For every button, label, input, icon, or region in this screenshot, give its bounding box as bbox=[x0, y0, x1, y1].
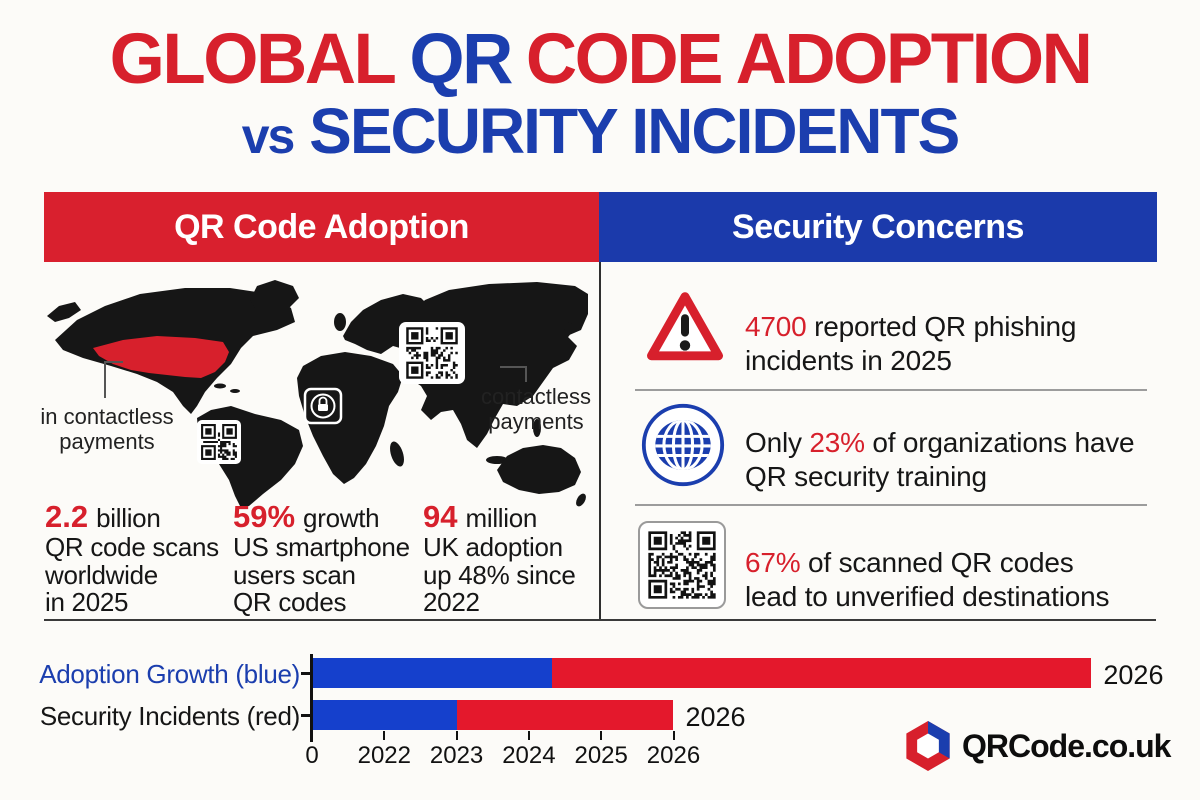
qr-code-icon bbox=[406, 327, 458, 379]
stat-unit: billion bbox=[96, 503, 161, 533]
bar-segment-red bbox=[456, 700, 674, 730]
section-divider bbox=[635, 504, 1147, 506]
bar-row-label: Adoption Growth (blue) bbox=[39, 659, 300, 689]
security-item-destinations: 67% of scanned QR codes lead to unverifie… bbox=[745, 546, 1165, 614]
qr-adoption-header: QR Code Adoption bbox=[44, 192, 599, 262]
callout-lines bbox=[104, 361, 527, 398]
stat-text: of organizations have bbox=[864, 427, 1135, 458]
stat-unit: million bbox=[465, 503, 538, 533]
x-tick-label: 2024 bbox=[502, 742, 556, 769]
title-security-incidents: SECURITY INCIDENTS bbox=[309, 95, 960, 167]
warning-triangle-icon bbox=[647, 292, 723, 361]
brand-name: QRCode.co.uk bbox=[962, 727, 1171, 764]
title-seg-code-adoption: CODE ADOPTION bbox=[525, 20, 1093, 99]
stat-growth: 59% growth US smartphone users scan QR co… bbox=[233, 500, 421, 617]
stat-value: 94 bbox=[423, 499, 458, 534]
map-lock-icon bbox=[303, 387, 343, 425]
stat-line: QR codes bbox=[233, 587, 347, 617]
x-tick-label: 2023 bbox=[429, 742, 484, 769]
stat-text: incidents in 2025 bbox=[745, 345, 952, 376]
stat-line: US smartphone bbox=[233, 532, 410, 562]
security-concerns-header: Security Concerns bbox=[599, 192, 1157, 262]
security-qr-box bbox=[638, 521, 726, 609]
title-vs: vs bbox=[241, 108, 296, 164]
title-seg-global: GLOBAL bbox=[109, 20, 397, 99]
stat-highlight: 23% bbox=[809, 427, 865, 458]
qr-code-icon bbox=[648, 531, 716, 599]
stat-scans: 2.2 billion QR code scans worldwide in 20… bbox=[45, 500, 233, 617]
stat-highlight: 4700 bbox=[745, 311, 807, 342]
stat-uk-adoption: 94 million UK adoption up 48% since 2022 bbox=[423, 500, 611, 617]
security-item-training: Only 23% of organizations have QR securit… bbox=[745, 426, 1165, 494]
x-tick bbox=[600, 731, 603, 740]
bar-segment-blue bbox=[312, 658, 553, 688]
y-tick bbox=[301, 714, 310, 717]
globe-icon bbox=[641, 403, 725, 487]
brand-logo: QRCode.co.uk bbox=[903, 719, 1171, 773]
stat-line: users scan bbox=[233, 559, 356, 590]
main-title: GLOBAL QR CODE ADOPTION vs SECURITY INCIDE… bbox=[0, 22, 1200, 169]
us-highlight-region bbox=[93, 336, 229, 378]
stat-highlight: 67% bbox=[745, 547, 801, 578]
stat-line: up 48% since bbox=[423, 559, 576, 590]
chart-axis-line bbox=[310, 654, 313, 742]
qr-hexagon-logo-icon bbox=[906, 721, 950, 771]
stat-line: worldwide bbox=[45, 559, 158, 590]
stat-text: lead to unverified destinations bbox=[745, 581, 1110, 612]
section-divider bbox=[635, 389, 1147, 391]
x-tick bbox=[311, 731, 313, 740]
x-tick bbox=[455, 731, 458, 740]
qr-code-icon bbox=[201, 424, 237, 460]
bar-end-label: 2026 bbox=[685, 702, 746, 732]
x-tick bbox=[383, 731, 386, 740]
x-tick-label: 2025 bbox=[574, 742, 628, 769]
stat-line: QR code scans bbox=[45, 532, 219, 562]
stat-value: 59% bbox=[233, 499, 296, 534]
x-tick-label: 2026 bbox=[646, 742, 701, 769]
stat-text: of scanned QR codes bbox=[800, 547, 1074, 578]
x-tick-label: 0 bbox=[305, 742, 319, 769]
stat-text: Only bbox=[745, 427, 810, 458]
horizontal-divider bbox=[44, 619, 1156, 621]
y-tick bbox=[301, 672, 310, 675]
stat-line: in 2025 bbox=[45, 587, 129, 617]
bar-row-label: Security Incidents (red) bbox=[39, 701, 300, 731]
stat-unit: growth bbox=[303, 503, 380, 533]
map-callout-left: in contactless payments bbox=[40, 404, 174, 454]
bar-segment-blue bbox=[312, 700, 457, 730]
x-tick bbox=[527, 731, 530, 740]
map-qr-asia bbox=[399, 322, 465, 384]
stat-line: UK adoption bbox=[423, 532, 563, 562]
bar-segment-red bbox=[552, 658, 1092, 688]
security-item-phishing: 4700 reported QR phishing incidents in 20… bbox=[745, 310, 1165, 378]
map-qr-south-america bbox=[197, 420, 241, 464]
title-seg-qr: QR bbox=[409, 20, 513, 99]
title-line2: vs SECURITY INCIDENTS bbox=[0, 98, 1200, 169]
stat-text: QR security training bbox=[745, 461, 987, 492]
x-tick bbox=[672, 731, 675, 740]
vertical-divider bbox=[599, 262, 601, 620]
map-callout-right: contactless payments bbox=[480, 384, 592, 434]
bar-end-label: 2026 bbox=[1103, 660, 1164, 690]
x-tick-label: 2022 bbox=[357, 742, 411, 769]
title-line1: GLOBAL QR CODE ADOPTION bbox=[0, 22, 1200, 98]
stat-text: reported QR phishing bbox=[806, 311, 1077, 342]
stat-value: 2.2 bbox=[45, 499, 89, 534]
stat-line: 2022 bbox=[423, 587, 480, 617]
